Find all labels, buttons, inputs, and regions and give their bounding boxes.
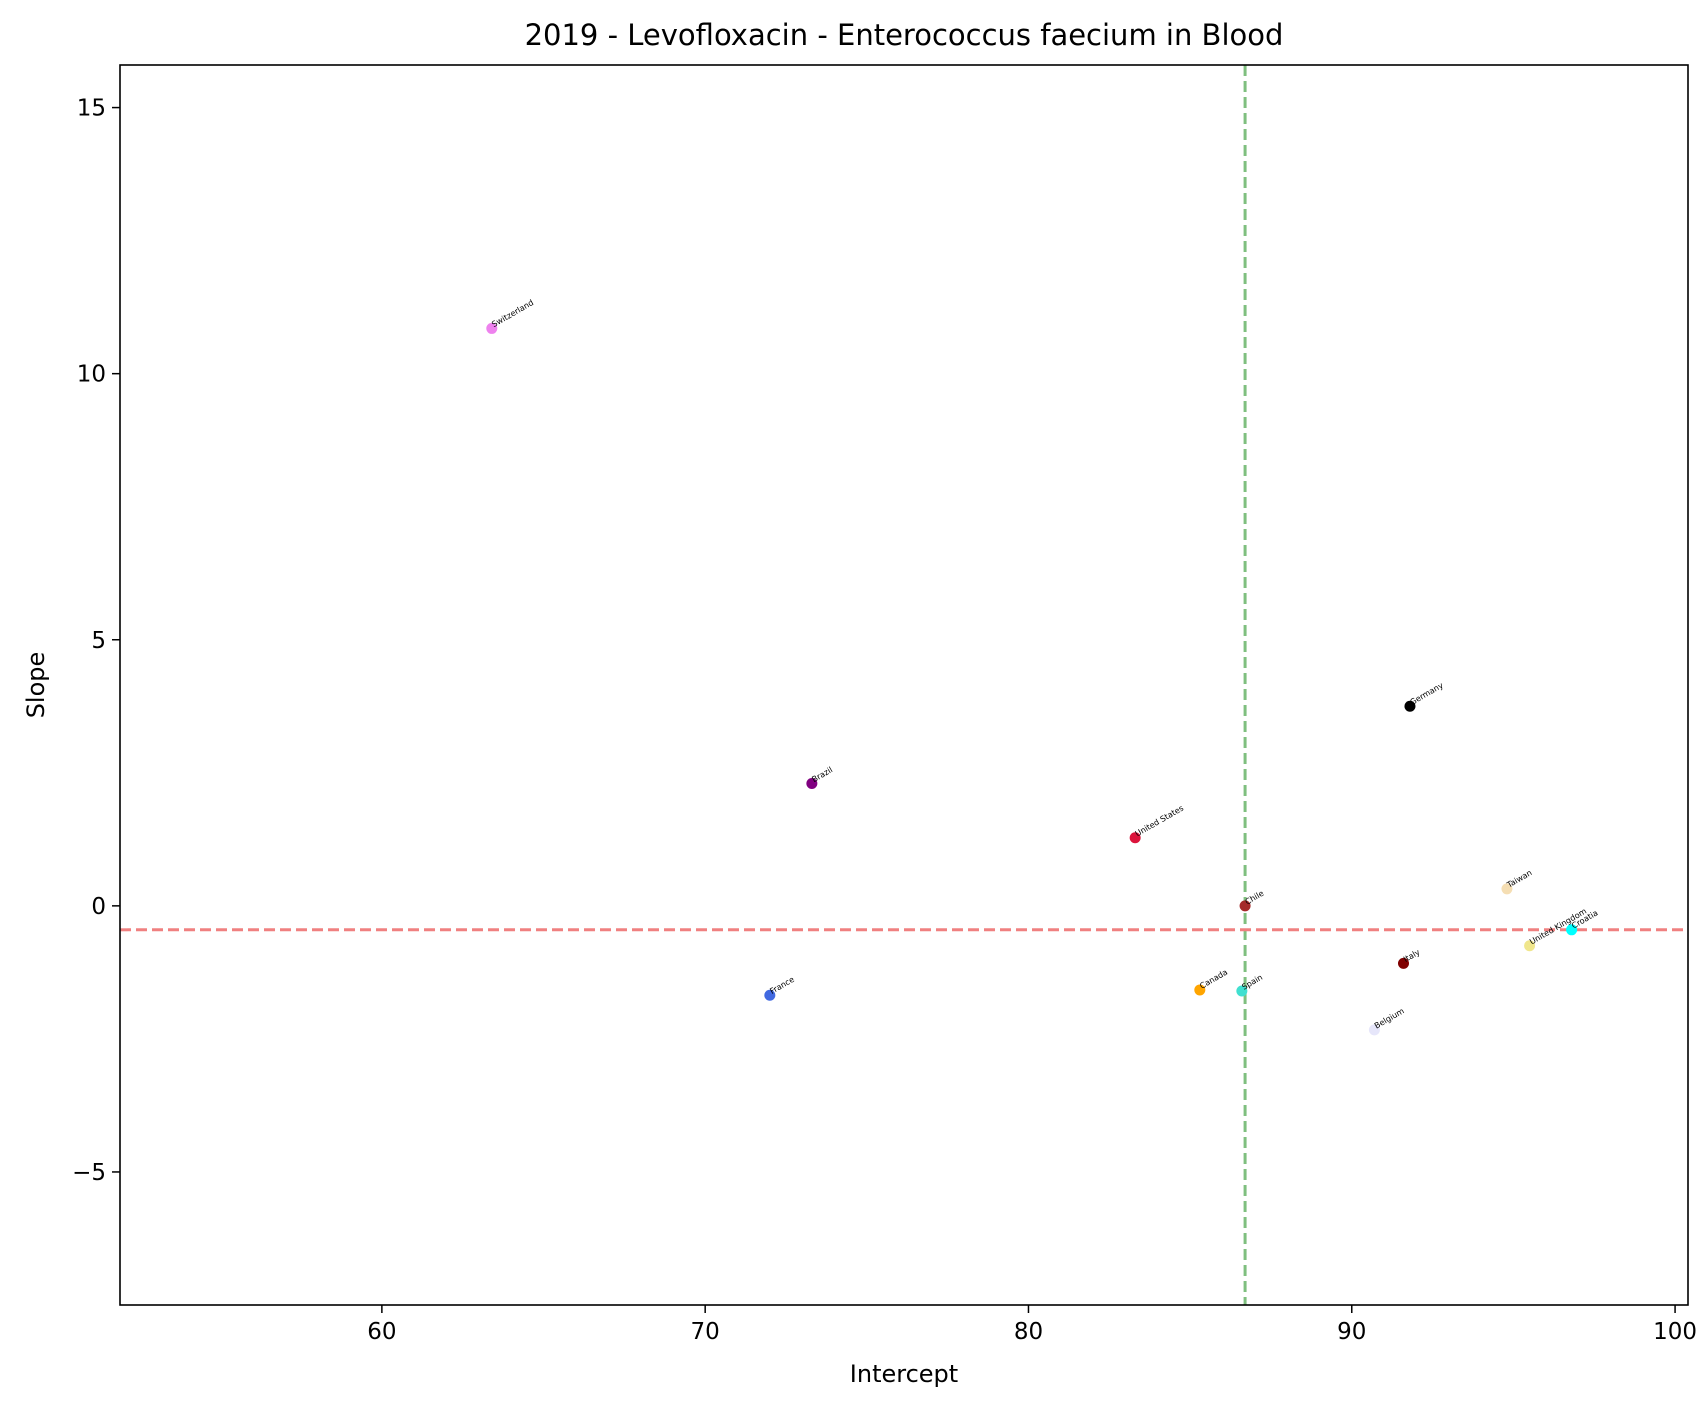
data-point xyxy=(1239,900,1251,912)
y-tick-label: 0 xyxy=(91,894,106,920)
data-point xyxy=(806,777,818,789)
data-point xyxy=(1501,883,1513,895)
data-point xyxy=(1129,832,1141,844)
plot-frame xyxy=(119,64,1689,1306)
data-point-label: Canada xyxy=(1198,968,1229,991)
data-point xyxy=(486,322,498,334)
y-tick-label: 10 xyxy=(77,362,106,388)
x-tick-label: 70 xyxy=(691,1319,720,1345)
data-point-label: Spain xyxy=(1240,973,1264,992)
data-point xyxy=(1397,957,1409,969)
data-point xyxy=(1566,924,1578,936)
x-axis-label: Intercept xyxy=(850,1360,958,1388)
y-tick-label: −5 xyxy=(72,1160,106,1186)
x-tick-label: 60 xyxy=(367,1319,396,1345)
y-tick-label: 15 xyxy=(77,96,106,122)
data-point xyxy=(1236,985,1248,997)
x-tick-label: 80 xyxy=(1014,1319,1043,1345)
x-tick-label: 90 xyxy=(1337,1319,1366,1345)
y-axis-label: Slope xyxy=(22,652,50,719)
data-point xyxy=(1404,700,1416,712)
data-point-label: Italy xyxy=(1402,947,1422,964)
data-point-label: Brazil xyxy=(810,765,834,784)
data-point-label: Taiwan xyxy=(1505,868,1534,890)
y-tick-label: 5 xyxy=(91,628,106,654)
data-point-label: United States xyxy=(1134,804,1185,839)
chart-title: 2019 - Levofloxacin - Enterococcus faeci… xyxy=(525,18,1284,52)
x-tick-label: 100 xyxy=(1653,1319,1697,1345)
data-point xyxy=(764,989,776,1001)
data-point xyxy=(1524,940,1536,952)
data-point-label: Germany xyxy=(1408,681,1445,707)
data-point xyxy=(1368,1024,1380,1036)
data-point-label: Belgium xyxy=(1373,1006,1406,1030)
data-point-label: Switzerland xyxy=(490,298,535,329)
data-point-label: Chile xyxy=(1244,889,1266,907)
data-point xyxy=(1194,984,1206,996)
data-point-label: France xyxy=(768,975,796,996)
